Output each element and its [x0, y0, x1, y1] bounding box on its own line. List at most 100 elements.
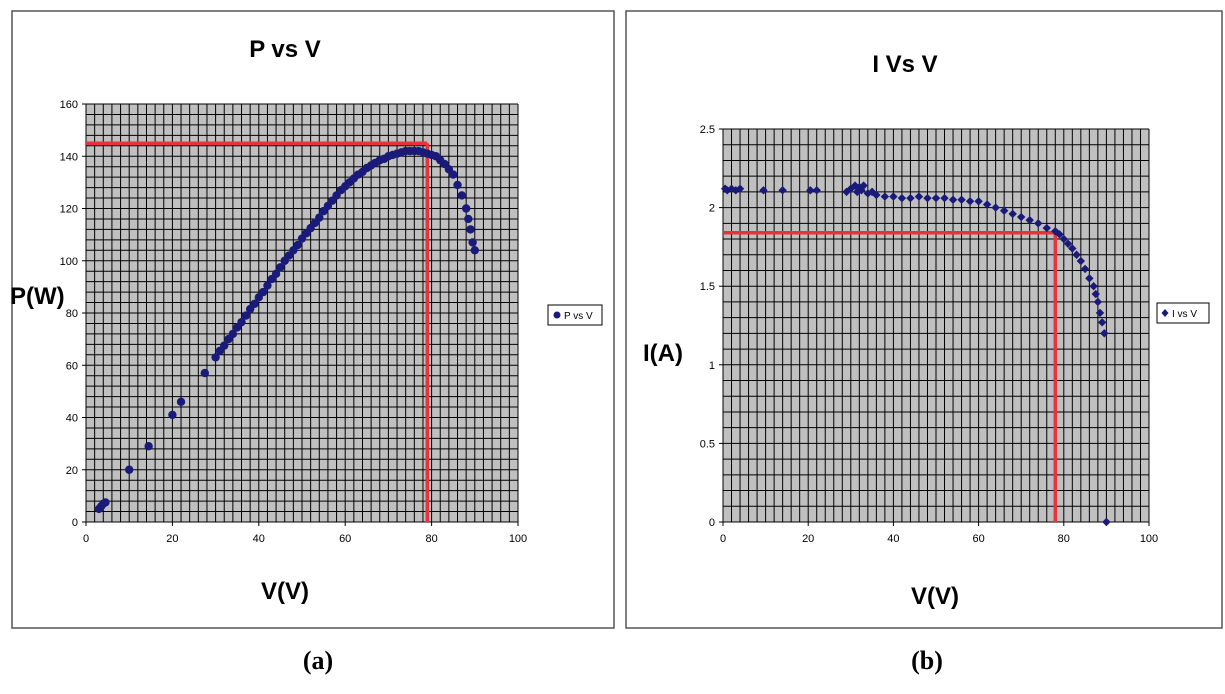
data-point [974, 197, 983, 206]
data-point [999, 206, 1009, 215]
data-point [889, 192, 898, 201]
data-point [293, 240, 302, 250]
data-point [258, 287, 268, 297]
data-point [857, 186, 866, 195]
data-point [957, 195, 966, 204]
panel-b: 0 20 40 60 80 100 0 0.5 1 1.5 2 2.5 I Vs V I(A) V(V… [625, 10, 1223, 629]
data-point [948, 195, 958, 204]
panel-a-y-axis-title: P(W) [10, 283, 65, 310]
data-point [867, 187, 877, 197]
x-tick-label: 20 [802, 533, 814, 545]
data-point [168, 410, 177, 420]
y-tick-label: 80 [66, 308, 78, 320]
data-point [1093, 297, 1103, 307]
data-point [449, 170, 458, 179]
data-point [470, 246, 479, 255]
data-point [940, 193, 949, 203]
panel-b-y-axis-title: I(A) [643, 340, 683, 367]
panel-a-legend-marker [553, 311, 561, 319]
data-point [855, 182, 864, 192]
panel-a-legend-box [547, 304, 603, 326]
data-point [1059, 234, 1068, 244]
data-point [1097, 318, 1107, 327]
data-point [897, 193, 907, 203]
caption-b: (b) [911, 646, 943, 675]
data-point [1055, 230, 1064, 239]
panel-b-x-axis-title: V(V) [911, 583, 959, 610]
data-point [263, 281, 272, 290]
data-point [1095, 308, 1105, 318]
y-tick-label: 140 [60, 151, 78, 163]
panel-a-ticks: 0 20 40 60 80 100 0 20 40 60 80 100 120 140 160 [60, 99, 528, 545]
data-point [852, 187, 862, 197]
data-point [468, 238, 477, 247]
data-point [237, 317, 246, 327]
panel-a-reference-lines [86, 141, 430, 522]
data-point [735, 184, 745, 193]
data-point [466, 225, 475, 234]
data-point [315, 213, 324, 222]
y-tick-label: 2 [709, 203, 715, 215]
data-point [1080, 264, 1090, 274]
data-point [1091, 289, 1100, 299]
panel-b-legend: I vs V [1156, 302, 1210, 324]
data-point [1089, 282, 1098, 291]
data-point [759, 186, 768, 195]
data-point [1008, 209, 1017, 219]
data-point [125, 465, 134, 474]
y-tick-label: 60 [66, 360, 78, 372]
x-tick-label: 0 [720, 533, 726, 545]
y-tick-label: 20 [66, 465, 78, 477]
data-point [1068, 244, 1077, 253]
data-point [872, 190, 881, 200]
panel-b-reference-lines [723, 231, 1058, 522]
y-tick-label: 0 [709, 517, 715, 529]
y-tick-label: 160 [60, 99, 78, 111]
data-point [812, 186, 821, 195]
x-tick-label: 80 [1058, 533, 1070, 545]
data-point [250, 299, 259, 309]
data-point [965, 197, 975, 206]
data-point [778, 186, 787, 195]
data-point [923, 193, 932, 203]
panel-b-chart-title: I Vs V [872, 51, 937, 78]
data-point [457, 191, 467, 200]
y-tick-label: 40 [66, 413, 78, 425]
panel-a-legend-label: P vs V [564, 311, 593, 322]
data-point [914, 192, 924, 201]
y-tick-label: 1 [709, 360, 715, 372]
data-point [241, 311, 251, 320]
data-point [228, 329, 238, 339]
x-tick-label: 100 [1140, 533, 1158, 545]
data-point [863, 189, 873, 198]
data-point [464, 214, 473, 224]
y-tick-label: 0.5 [700, 438, 715, 450]
data-point [850, 181, 860, 190]
x-tick-label: 40 [887, 533, 899, 545]
panel-b-data-points [720, 181, 1111, 527]
caption-a: (a) [303, 646, 333, 675]
data-point [101, 498, 110, 507]
panel-a: 0 20 40 60 80 100 0 20 40 60 80 100 120 140 160 P vs V… [10, 10, 615, 629]
data-point [1076, 256, 1086, 266]
x-tick-label: 60 [972, 533, 984, 545]
y-tick-label: 2.5 [700, 124, 715, 136]
data-point [1072, 250, 1081, 259]
x-tick-label: 60 [339, 533, 351, 545]
y-tick-label: 0 [72, 517, 78, 529]
data-point [220, 341, 229, 350]
data-point [991, 203, 1000, 212]
data-point [859, 181, 868, 190]
data-point [1102, 517, 1111, 527]
y-tick-label: 100 [60, 256, 78, 268]
y-tick-label: 1.5 [700, 281, 715, 293]
data-point [880, 192, 890, 201]
data-point [1042, 223, 1051, 233]
x-tick-label: 40 [253, 533, 265, 545]
y-tick-label: 120 [60, 204, 78, 216]
panel-a-x-axis-title: V(V) [261, 578, 309, 605]
x-tick-label: 100 [509, 533, 527, 545]
data-point [144, 442, 153, 451]
panel-b-ticks: 0 20 40 60 80 100 0 0.5 1 1.5 2 2.5 [700, 124, 1158, 545]
data-point [271, 269, 281, 279]
